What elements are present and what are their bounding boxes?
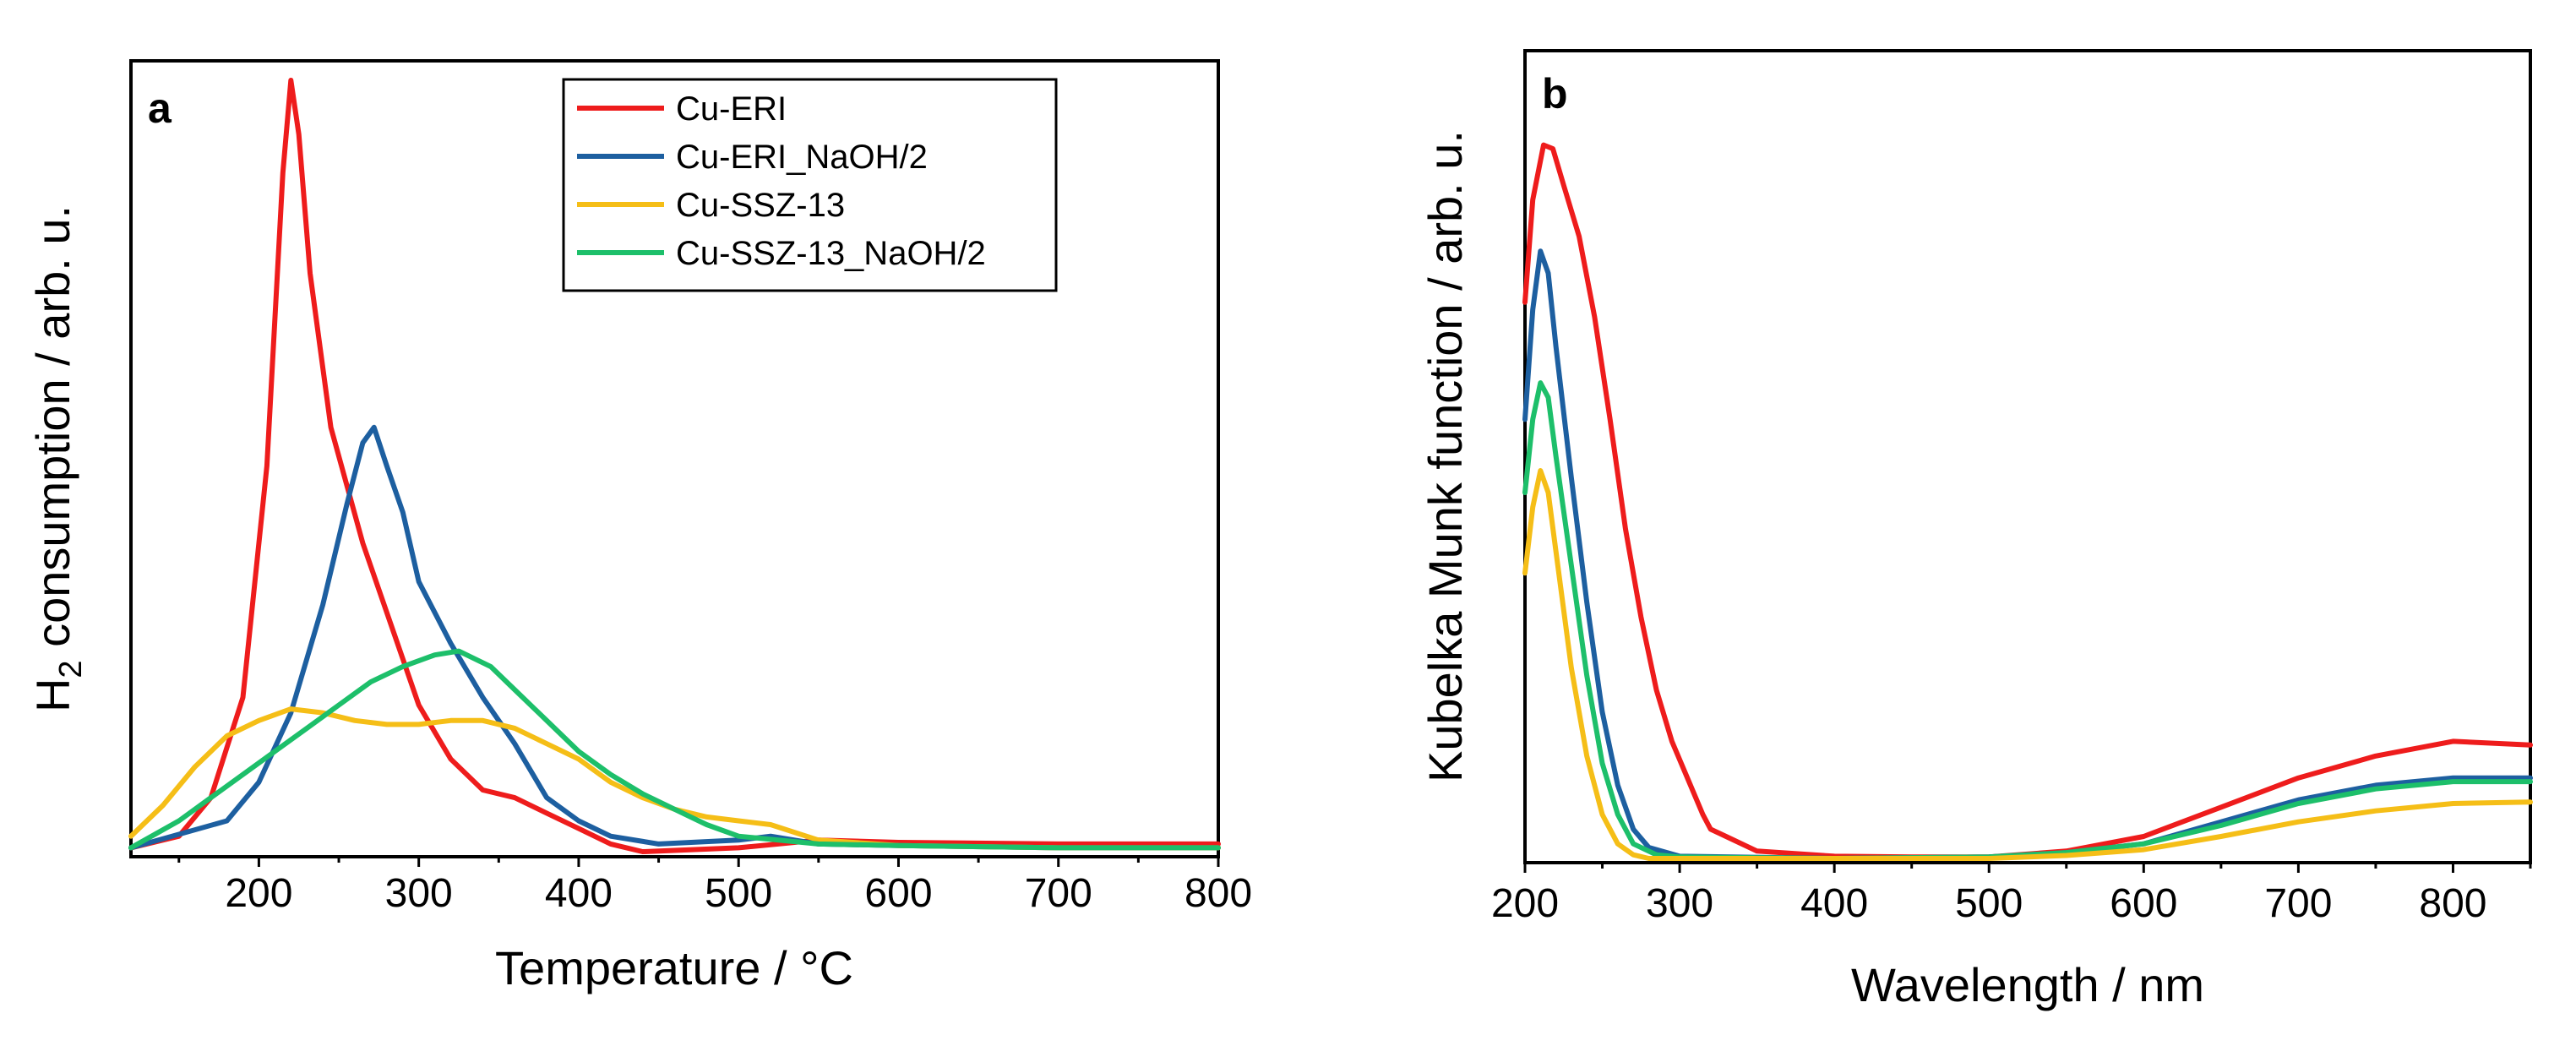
panel-a-series-cu-eri-naoh-2 [128, 424, 1221, 851]
panel-b-tick-label-500: 500 [1955, 881, 2023, 926]
panel-a-series-cu-eri [128, 78, 1221, 854]
legend-label-cu-ssz-13: Cu-SSZ-13 [676, 187, 845, 224]
panel-a-label: a [148, 84, 172, 132]
panel-b-tick-label-600: 600 [2110, 881, 2177, 926]
panel-b-label: b [1542, 70, 1568, 117]
panel-b-tick-label-300: 300 [1646, 881, 1713, 926]
panel-a-y-title-main: H [26, 678, 79, 712]
panel-a-tick-label-700: 700 [1025, 871, 1092, 916]
panel-a-y-title: H2 consumption / arb. u. [26, 205, 89, 712]
panel-a-x-title: Temperature / °C [495, 941, 853, 994]
panel-a-legend: Cu-ERI Cu-ERI_NaOH/2 Cu-SSZ-13 Cu-SSZ-13_Na… [562, 78, 1058, 292]
panel-a-tick-label-800: 800 [1185, 871, 1252, 916]
panel-a-tick-label-300: 300 [385, 871, 453, 916]
panel-b-series [1522, 142, 2533, 861]
panel-b-x-ticks: 200 300 400 500 600 700 800 [1491, 863, 2532, 926]
panel-b-tick-label-200: 200 [1491, 881, 1559, 926]
panel-b-y-title: Kubelka Munk function / arb. u. [1419, 130, 1472, 782]
panel-a-series [128, 78, 1221, 854]
panel-b-frame [1523, 49, 2532, 864]
legend-label-cu-ssz-13-naoh-2: Cu-SSZ-13_NaOH/2 [676, 235, 986, 272]
panel-b-series-cu-ssz-13 [1522, 468, 2533, 861]
panel-a-series-cu-ssz-13 [128, 706, 1221, 851]
panel-b-series-cu-eri-naoh-2 [1522, 248, 2533, 861]
panel-a-frame [129, 59, 1220, 858]
panel-b-tick-label-700: 700 [2264, 881, 2332, 926]
panel-b-x-title: Wavelength / nm [1851, 958, 2204, 1011]
panel-a-x-ticks: 200 300 400 500 600 700 800 [177, 857, 1252, 916]
legend-box [562, 78, 1058, 292]
panel-a-y-title-sub: 2 [53, 660, 89, 678]
panel-b-series-cu-eri [1522, 142, 2533, 860]
panel-b-series-cu-ssz-13-naoh-2 [1522, 380, 2533, 861]
panel-b-tick-label-800: 800 [2419, 881, 2486, 926]
panel-a-y-title-rest: consumption / arb. u. [26, 205, 79, 661]
panel-b-tick-label-400: 400 [1800, 881, 1868, 926]
panel-a-tick-label-600: 600 [864, 871, 932, 916]
panel-a-tick-label-200: 200 [225, 871, 292, 916]
panel-a-series-cu-ssz-13-naoh-2 [128, 648, 1221, 851]
legend-label-cu-eri-naoh-2: Cu-ERI_NaOH/2 [676, 139, 928, 176]
panel-a: 200 300 400 500 600 700 800 a Temperature / °C… [26, 59, 1252, 994]
panel-a-tick-label-400: 400 [545, 871, 613, 916]
panel-a-tick-label-500: 500 [705, 871, 772, 916]
panel-b: 200 300 400 500 600 700 800 b Wavelength / nm … [1419, 49, 2533, 1011]
legend-label-cu-eri: Cu-ERI [676, 90, 787, 128]
